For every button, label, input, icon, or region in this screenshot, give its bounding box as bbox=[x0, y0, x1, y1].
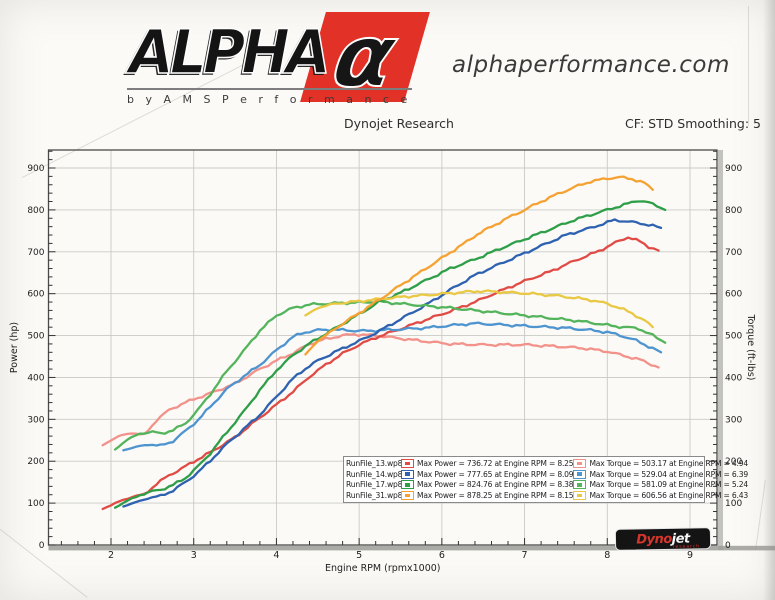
legend-max-torque-text: Max Torque = 503.17 at Engine RPM = 4.94 bbox=[589, 458, 749, 468]
dynojet-logo-subtext: research bbox=[672, 544, 701, 550]
curve-RunFile_17-torque bbox=[113, 299, 667, 451]
legend-runfile-label: RunFile_31.wp8 bbox=[346, 491, 403, 501]
legend-torque-swatch bbox=[573, 480, 587, 490]
legend-max-power-text: Max Power = 878.25 at Engine RPM = 8.15 bbox=[417, 491, 574, 501]
legend-power-swatch bbox=[401, 469, 414, 479]
svg-text:5: 5 bbox=[356, 550, 362, 561]
curve-RunFile_31-power bbox=[304, 175, 654, 356]
legend-power-swatch bbox=[401, 458, 414, 468]
svg-text:6: 6 bbox=[439, 550, 445, 561]
svg-text:500: 500 bbox=[725, 332, 742, 342]
legend-row: RunFile_13.wp8 Max Power = 736.72 at Engi… bbox=[344, 458, 748, 469]
svg-text:800: 800 bbox=[27, 206, 44, 216]
svg-text:2: 2 bbox=[108, 550, 114, 561]
svg-text:Power (hp): Power (hp) bbox=[9, 322, 20, 373]
chart-ticks bbox=[48, 150, 717, 546]
curve-RunFile_13-power bbox=[101, 236, 660, 511]
legend-runfile-label: RunFile_14.wp8 bbox=[346, 469, 403, 479]
scan-edge-shadow bbox=[763, 0, 775, 600]
svg-text:0: 0 bbox=[39, 541, 45, 551]
chart-axis-titles: Power (hp) Torque (ft-lbs) Engine RPM (rpm… bbox=[9, 313, 756, 574]
svg-text:300: 300 bbox=[27, 415, 44, 425]
chart-tick-labels: 0 0 100 100 200 200 300 300 400 400 500 500 600 600 70… bbox=[27, 164, 742, 561]
legend-max-power-text: Max Power = 736.72 at Engine RPM = 8.25 bbox=[417, 458, 574, 468]
svg-text:9: 9 bbox=[687, 550, 693, 561]
svg-text:900: 900 bbox=[27, 164, 44, 174]
paper-crease bbox=[748, 6, 749, 126]
legend-max-power-text: Max Power = 777.65 at Engine RPM = 8.09 bbox=[417, 469, 574, 479]
svg-text:Torque (ft-lbs): Torque (ft-lbs) bbox=[745, 313, 756, 380]
svg-text:600: 600 bbox=[725, 290, 742, 300]
legend-row: RunFile_31.wp8 Max Power = 878.25 at Engi… bbox=[344, 490, 748, 501]
curve-RunFile_14-power bbox=[122, 218, 663, 508]
legend-max-torque-text: Max Torque = 529.04 at Engine RPM = 6.39 bbox=[589, 469, 749, 479]
legend-max-torque-text: Max Torque = 581.09 at Engine RPM = 5.24 bbox=[589, 480, 749, 490]
svg-text:100: 100 bbox=[725, 499, 742, 509]
legend-runfile-label: RunFile_13.wp8 bbox=[346, 458, 403, 468]
legend-power-swatch bbox=[401, 480, 414, 490]
svg-text:7: 7 bbox=[522, 550, 528, 561]
dynojet-logo-text-left: Dyno bbox=[636, 531, 672, 547]
legend-runfile-label: RunFile_17.wp8 bbox=[346, 480, 403, 490]
curve-RunFile_14-torque bbox=[122, 321, 663, 452]
svg-text:400: 400 bbox=[725, 373, 742, 383]
legend-row: RunFile_14.wp8 Max Power = 777.65 at Engi… bbox=[344, 469, 748, 480]
legend-torque-swatch bbox=[573, 458, 587, 468]
svg-text:400: 400 bbox=[27, 373, 44, 383]
alpha-logo: α ALPHA b y A M S P e r f o r m a n c e bbox=[123, 6, 430, 108]
alpha-logo-byline: b y A M S P e r f o r m a n c e bbox=[127, 88, 412, 106]
legend-power-swatch bbox=[401, 491, 414, 501]
svg-text:3: 3 bbox=[191, 550, 197, 561]
legend-max-power-text: Max Power = 824.76 at Engine RPM = 8.38 bbox=[417, 480, 574, 490]
svg-text:200: 200 bbox=[725, 457, 742, 467]
svg-text:500: 500 bbox=[27, 332, 44, 342]
dyno-chart: 0 0 100 100 200 200 300 300 400 400 500 500 600 600 70… bbox=[9, 149, 775, 574]
legend-max-torque-text: Max Torque = 606.56 at Engine RPM = 6.43 bbox=[589, 491, 749, 501]
chart-title: Dynojet Research bbox=[344, 116, 454, 131]
svg-text:600: 600 bbox=[27, 290, 44, 300]
svg-text:700: 700 bbox=[725, 248, 742, 258]
chart-legend: RunFile_13.wp8 Max Power = 736.72 at Engi… bbox=[343, 456, 748, 503]
svg-text:Engine RPM (rpmx1000): Engine RPM (rpmx1000) bbox=[325, 563, 441, 574]
curve-RunFile_31-torque bbox=[304, 289, 654, 329]
svg-text:700: 700 bbox=[27, 248, 44, 258]
svg-text:900: 900 bbox=[725, 164, 742, 174]
dynojet-logo: Dyno jet research bbox=[614, 527, 712, 551]
legend-torque-swatch bbox=[573, 469, 587, 479]
svg-text:300: 300 bbox=[725, 415, 742, 425]
svg-text:200: 200 bbox=[27, 457, 44, 467]
chart-frame bbox=[47, 149, 775, 551]
alpha-symbol-icon: α bbox=[326, 6, 405, 108]
alpha-logo-wordmark: ALPHA bbox=[128, 16, 331, 89]
svg-text:4: 4 bbox=[273, 550, 279, 561]
svg-text:800: 800 bbox=[725, 206, 742, 216]
website-text: alphaperformance.com bbox=[452, 52, 730, 78]
legend-torque-swatch bbox=[573, 491, 587, 501]
legend-row: RunFile_17.wp8 Max Power = 824.76 at Engi… bbox=[344, 480, 748, 491]
svg-text:100: 100 bbox=[27, 499, 44, 509]
svg-text:8: 8 bbox=[604, 550, 610, 561]
dyno-curves bbox=[101, 175, 667, 511]
svg-text:0: 0 bbox=[725, 541, 731, 551]
smoothing-setting: CF: STD Smoothing: 5 bbox=[625, 116, 761, 131]
